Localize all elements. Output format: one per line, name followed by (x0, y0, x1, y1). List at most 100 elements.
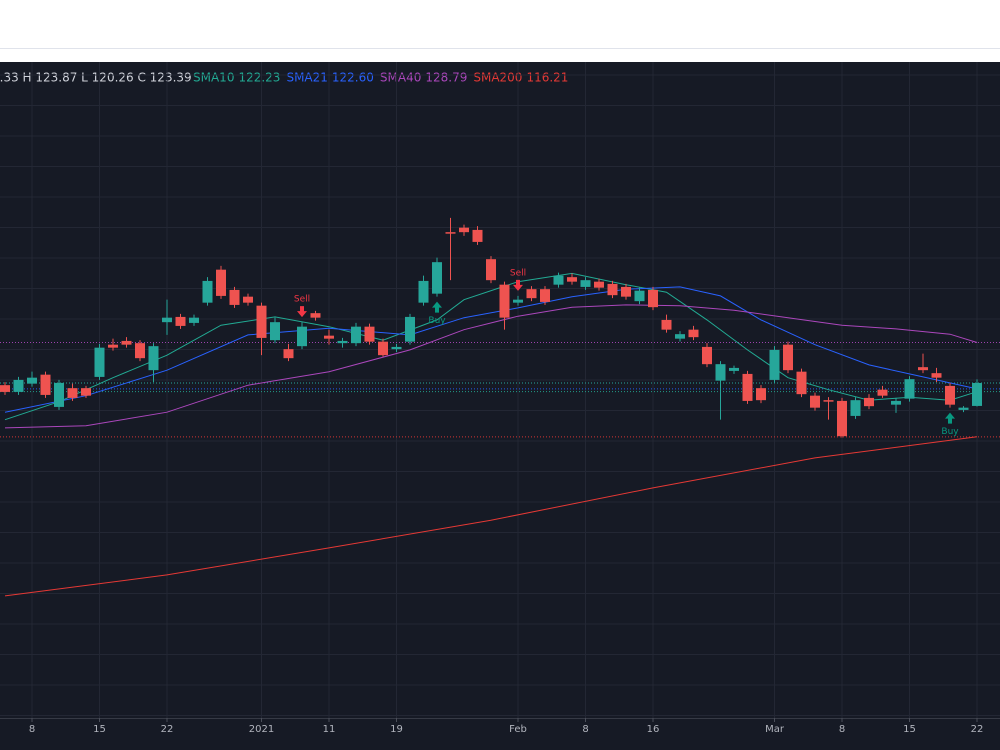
candle-body (661, 319, 672, 330)
candle-body (54, 382, 64, 407)
candle-body (931, 373, 942, 378)
candle-body (310, 313, 321, 318)
ohlc-legend: 0.33 H 123.87 L 120.26 C 123.39 (0, 71, 192, 85)
candle-body (904, 379, 915, 399)
candle-body (486, 259, 496, 281)
candle-body (432, 262, 442, 294)
legend-value: 122.23 (238, 71, 280, 85)
candle-body (297, 326, 307, 347)
candle-body (810, 395, 820, 408)
candle-body (553, 275, 564, 285)
candle-body (891, 400, 901, 405)
candle-body (877, 389, 888, 396)
x-tick-label: Feb (509, 724, 527, 735)
candle-body (972, 382, 982, 406)
sma-line (4, 436, 978, 597)
candle-body (256, 305, 267, 338)
candle-body (715, 364, 726, 381)
candle-body (135, 343, 145, 359)
candle-body (162, 317, 172, 323)
candle-body (850, 400, 861, 416)
candle-body (40, 374, 51, 395)
candle-body (459, 227, 469, 233)
candle-body (108, 344, 118, 348)
legend-value: 122.60 (332, 71, 374, 85)
signal-label: Sell (294, 295, 310, 305)
candle-body (405, 316, 415, 342)
candle-body (567, 277, 577, 282)
candle-body (337, 340, 348, 344)
legend-name: SMA21 (286, 71, 327, 85)
candle-body (189, 317, 199, 323)
candle-body (0, 385, 10, 392)
candle-body (364, 326, 375, 342)
candle-body (283, 349, 294, 359)
signal-label: Sell (510, 268, 526, 278)
signal-label: Buy (941, 427, 959, 437)
candle-body (270, 322, 280, 341)
candle-body (378, 341, 388, 356)
sell-arrow (297, 306, 307, 318)
chart-pane (0, 62, 1000, 750)
candle-body (958, 407, 969, 410)
candle-body (67, 388, 78, 398)
candle-body (229, 289, 240, 305)
candle-body (621, 286, 631, 297)
candle-body (445, 232, 456, 234)
candle-body (729, 367, 739, 371)
x-tick-label: 22 (971, 724, 984, 735)
legend-value: 116.21 (526, 71, 568, 85)
sell-arrow (513, 279, 523, 291)
candle-body (702, 346, 712, 365)
x-tick-label: 8 (839, 724, 845, 735)
candle-body (675, 334, 685, 339)
candle-body (688, 329, 699, 338)
indicator-legend: SMA10 122.23 SMA21 122.60 SMA40 128.79 SMA200 1… (193, 71, 568, 85)
candle-body (918, 367, 928, 371)
candle-body (607, 283, 618, 296)
sma-line (4, 286, 978, 413)
candle-body (864, 397, 874, 407)
x-tick-label: 15 (903, 724, 916, 735)
candle-body (648, 289, 658, 308)
candle-body (418, 280, 429, 303)
x-tick-label: 22 (161, 724, 174, 735)
sma-line (4, 272, 978, 421)
candle-body (94, 347, 105, 377)
candle-body (391, 346, 402, 350)
x-tick-label: 16 (647, 724, 660, 735)
x-tick-label: 11 (323, 724, 336, 735)
signal-label: Buy (428, 316, 446, 326)
top-bar (0, 0, 1000, 62)
legend-name: SMA40 (380, 71, 421, 85)
x-tick-label: 8 (582, 724, 588, 735)
candle-body (580, 280, 591, 287)
x-tick-label: 19 (390, 724, 403, 735)
candle-body (121, 340, 132, 345)
candle-body (202, 280, 213, 303)
candle-body (945, 385, 955, 405)
candle-body (634, 290, 645, 302)
buy-arrow (432, 301, 442, 313)
candle-body (81, 388, 91, 396)
legend-name: SMA10 (193, 71, 234, 85)
candle-body (324, 335, 334, 339)
candle-body (13, 379, 24, 392)
candle-body (783, 344, 793, 371)
candle-body (27, 377, 37, 384)
x-tick-label: Mar (765, 724, 785, 735)
candle-body (526, 289, 537, 299)
candle-body (594, 281, 604, 288)
candle-body (540, 289, 550, 302)
candle-body (351, 326, 361, 344)
legend-name: SMA200 (473, 71, 522, 85)
candle-body (216, 269, 226, 296)
buy-arrow (945, 412, 955, 424)
legend-value: 128.79 (425, 71, 467, 85)
candle-body (513, 299, 523, 303)
candle-body (742, 373, 753, 401)
candle-body (175, 316, 186, 326)
x-tick-label: 15 (93, 724, 106, 735)
